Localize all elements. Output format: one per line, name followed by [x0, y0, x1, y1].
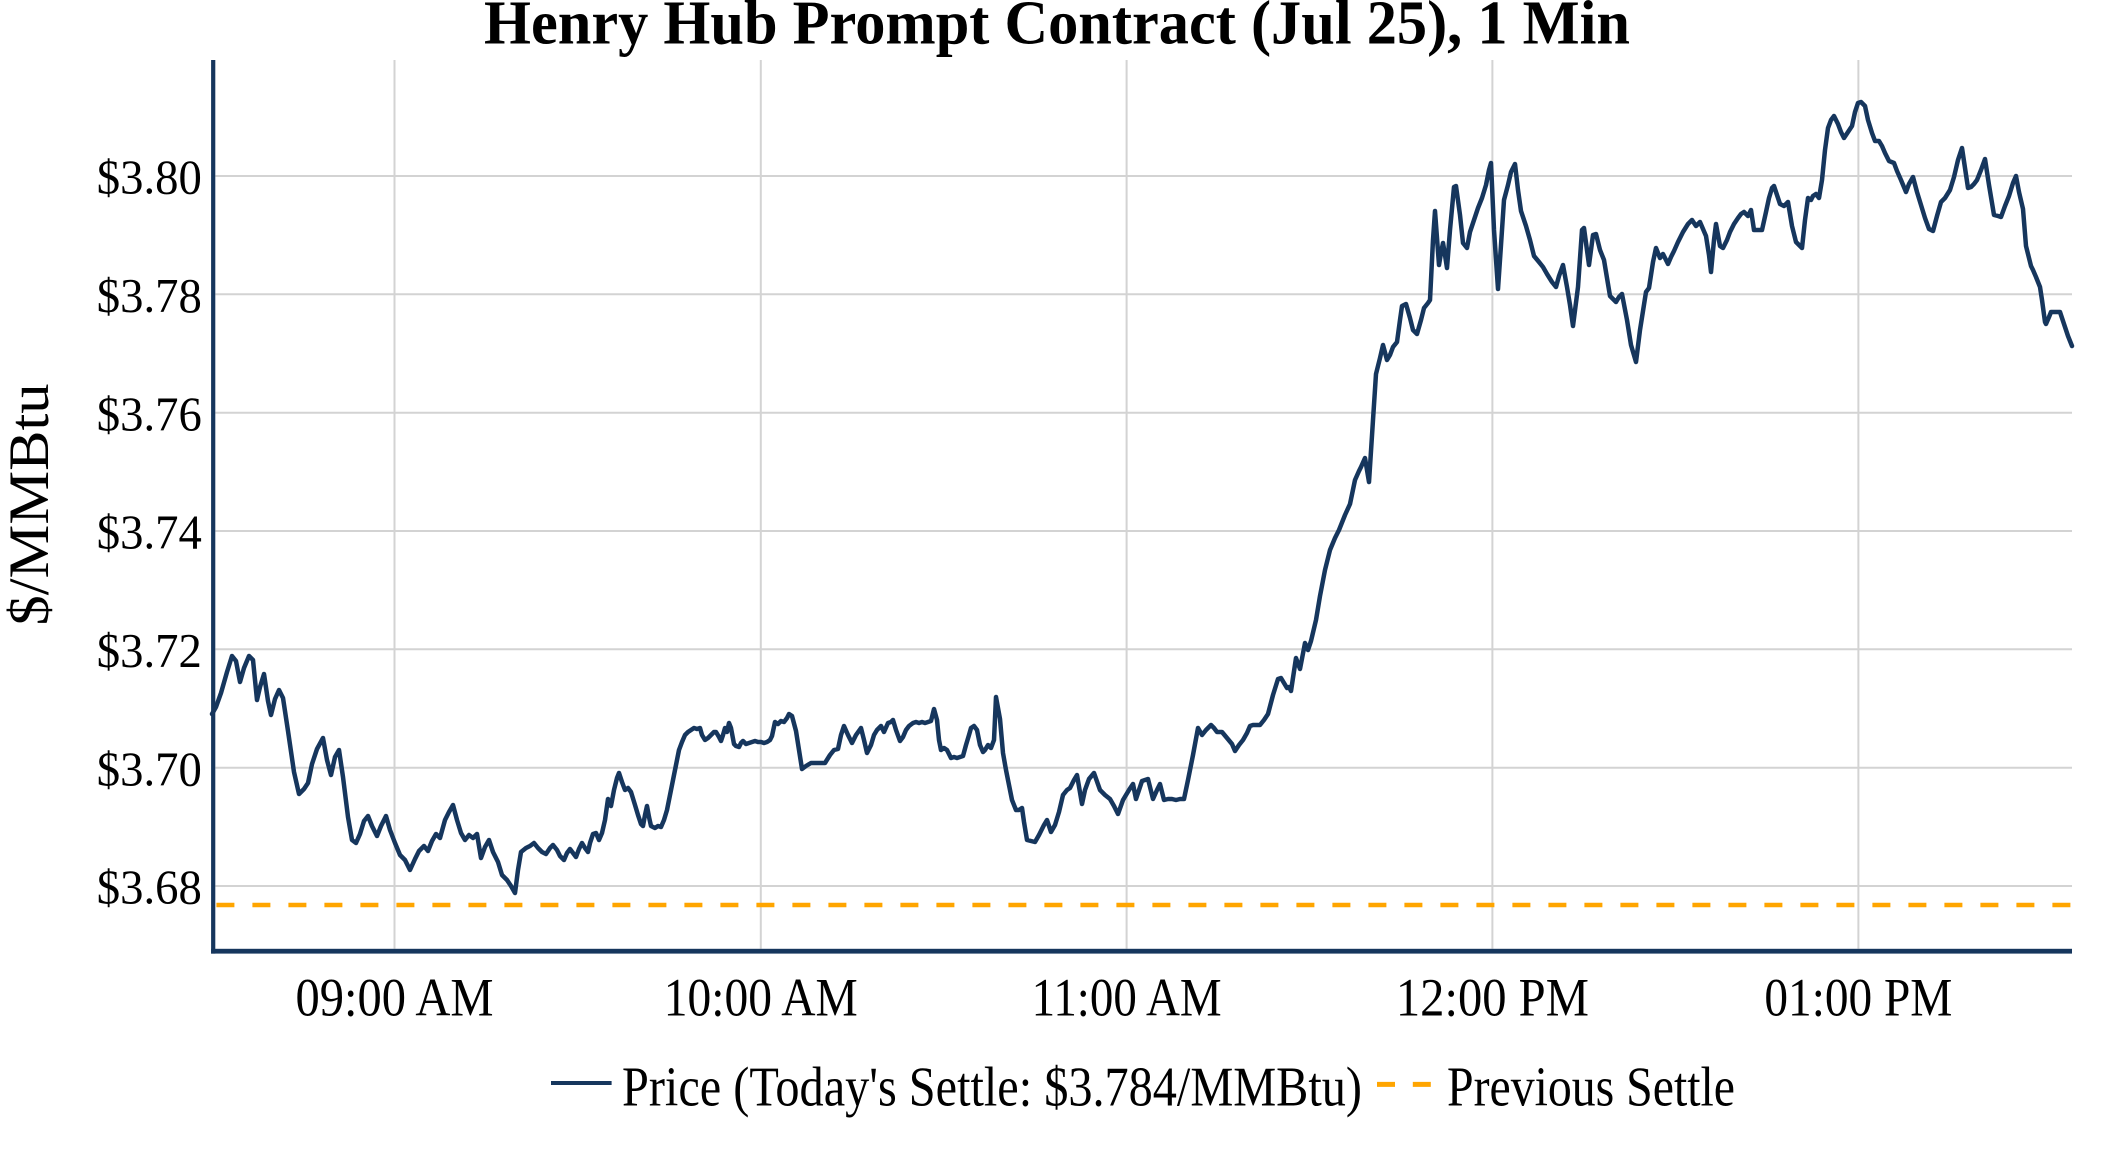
- svg-text:$3.68: $3.68: [97, 860, 202, 915]
- svg-text:Henry Hub Prompt Contract (Jul: Henry Hub Prompt Contract (Jul 25), 1 Mi…: [484, 0, 1630, 58]
- svg-text:$3.78: $3.78: [97, 268, 202, 323]
- svg-text:11:00 AM: 11:00 AM: [1032, 967, 1222, 1027]
- svg-text:09:00 AM: 09:00 AM: [296, 967, 494, 1027]
- svg-text:$3.72: $3.72: [97, 623, 202, 678]
- svg-text:Previous Settle: Previous Settle: [1447, 1057, 1735, 1119]
- svg-text:Price (Today's Settle: $3.784/: Price (Today's Settle: $3.784/MMBtu): [622, 1057, 1362, 1119]
- svg-text:$3.80: $3.80: [97, 150, 202, 205]
- svg-text:01:00 PM: 01:00 PM: [1764, 967, 1952, 1027]
- svg-text:$3.70: $3.70: [97, 741, 202, 796]
- svg-text:$3.76: $3.76: [97, 386, 202, 441]
- svg-text:$/MMBtu: $/MMBtu: [0, 384, 61, 626]
- svg-text:$3.74: $3.74: [97, 505, 202, 560]
- svg-text:10:00 AM: 10:00 AM: [664, 967, 858, 1027]
- svg-text:12:00 PM: 12:00 PM: [1396, 967, 1589, 1027]
